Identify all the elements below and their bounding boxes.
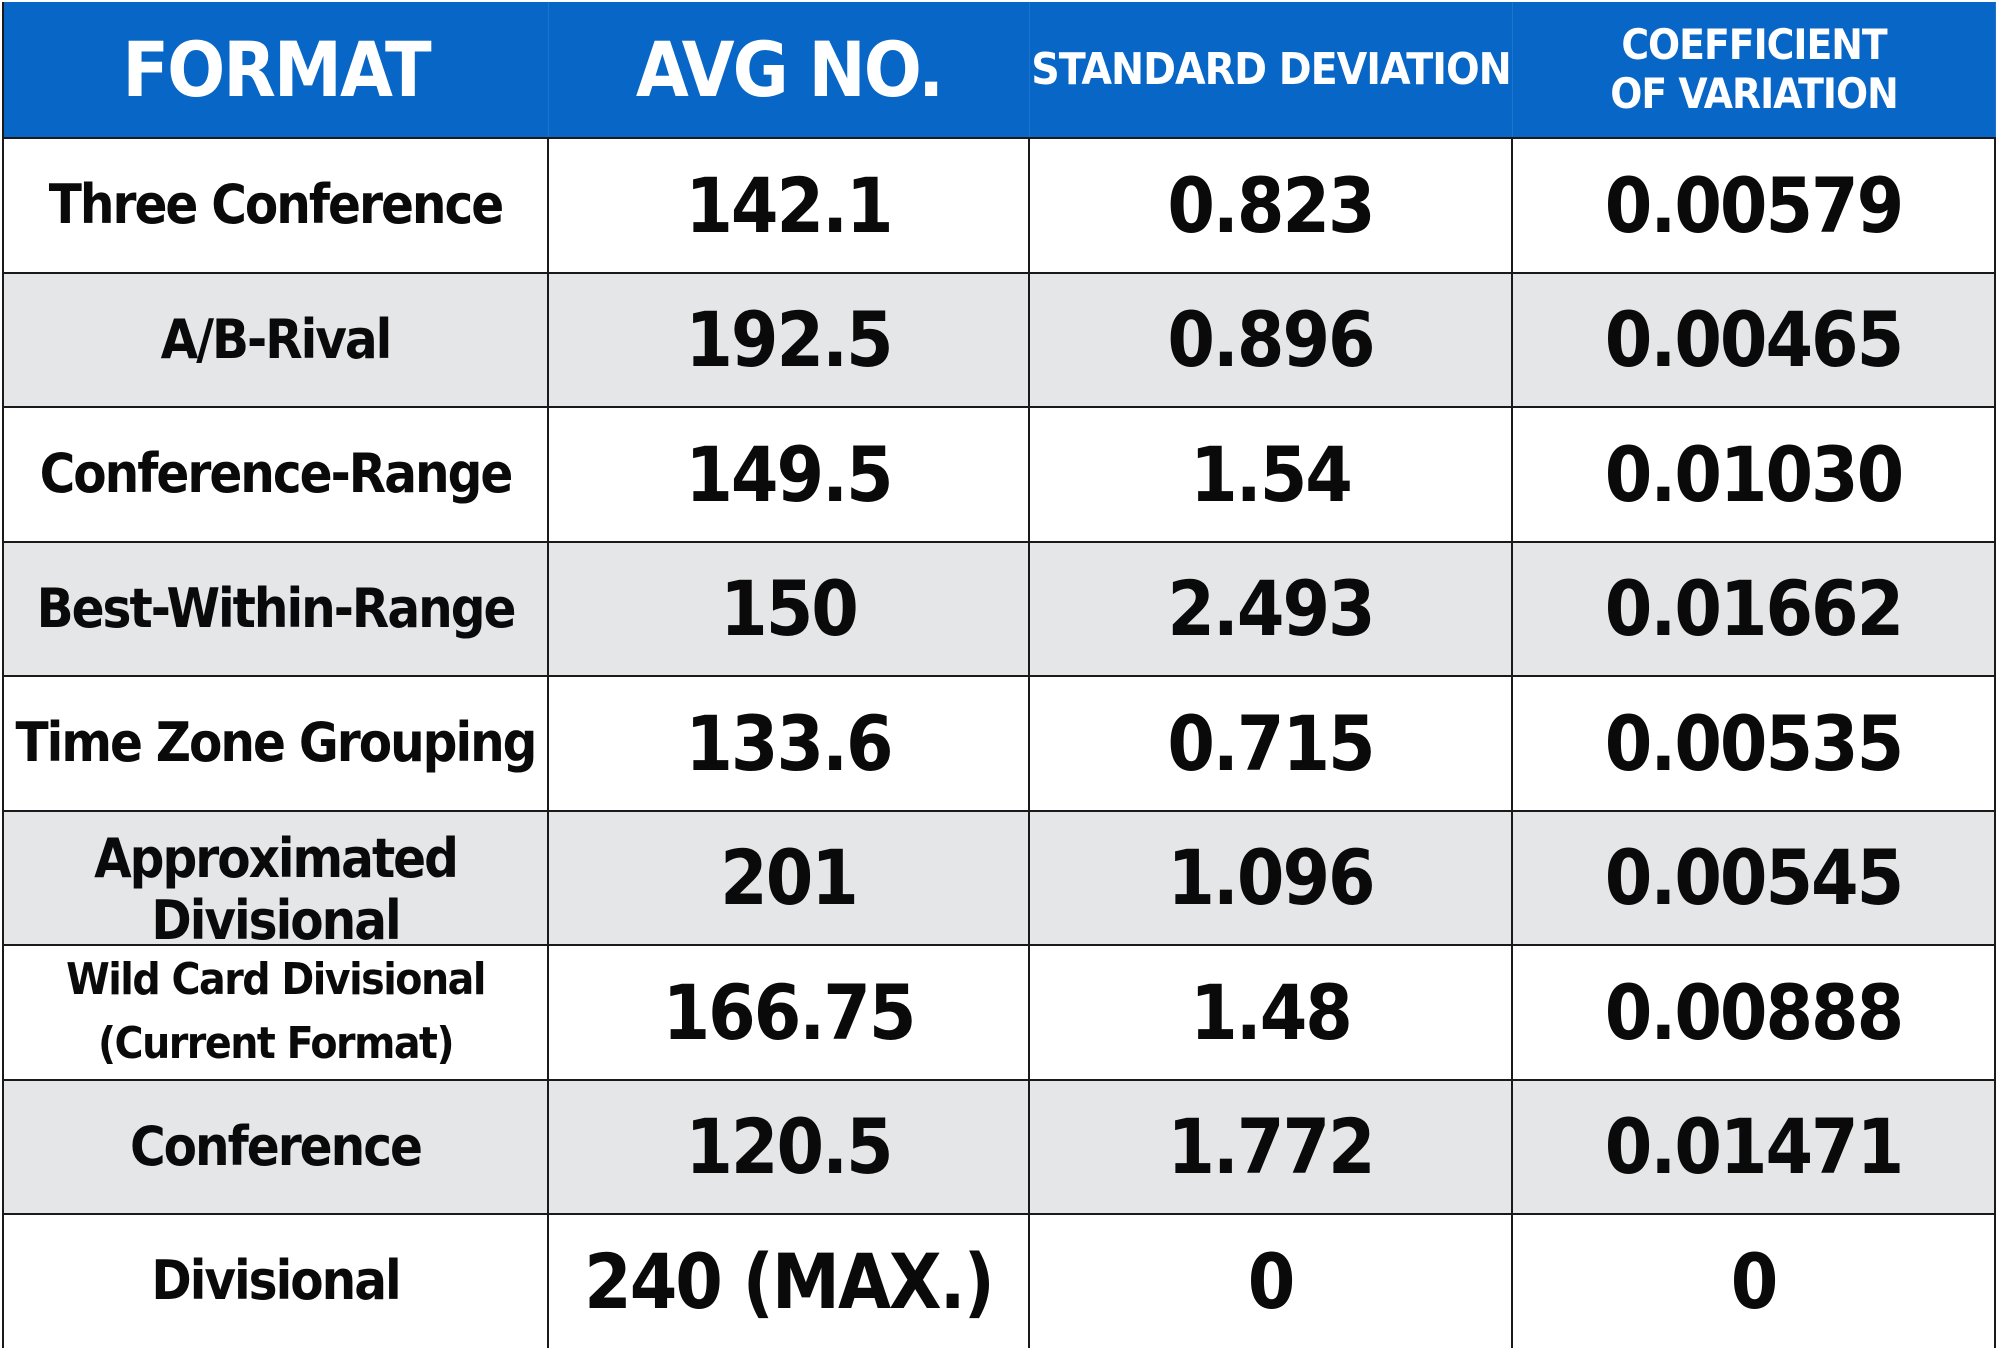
row-std-value: 1.48: [1030, 944, 1513, 1079]
row-std-value: 1.096: [1030, 809, 1513, 944]
row-avg-value: 149.5: [549, 406, 1030, 541]
row-std-value: 2.493: [1030, 540, 1513, 675]
row-avg-value: 192.5: [549, 271, 1030, 406]
row-cv-value: 0.00579: [1513, 137, 1996, 272]
row-format-label: Conference-Range: [4, 406, 549, 541]
row-cv-value: 0.00545: [1513, 809, 1996, 944]
row-cv-value: 0.01471: [1513, 1078, 1996, 1213]
row-cv-value: 0.01030: [1513, 406, 1996, 541]
header-avg-no: AVG NO.: [549, 2, 1030, 137]
row-cv-value: 0: [1513, 1213, 1996, 1348]
row-cv-value: 0.00465: [1513, 271, 1996, 406]
header-format: FORMAT: [4, 2, 549, 137]
row-avg-value: 150: [549, 540, 1030, 675]
row-std-value: 0.823: [1030, 137, 1513, 272]
row-format-label: Best-Within-Range: [4, 540, 549, 675]
row-format-label: Wild Card Divisional (Current Format): [4, 944, 549, 1079]
row-std-value: 0.715: [1030, 675, 1513, 810]
row-std-value: 0: [1030, 1213, 1513, 1348]
row-format-label: Divisional: [4, 1213, 549, 1348]
row-format-label: Approximated Divisional: [4, 809, 549, 944]
row-format-label: Conference: [4, 1078, 549, 1213]
row-avg-value: 133.6: [549, 675, 1030, 810]
row-avg-value: 201: [549, 809, 1030, 944]
row-avg-value: 120.5: [549, 1078, 1030, 1213]
row-format-label: Time Zone Grouping: [4, 675, 549, 810]
row-cv-value: 0.00888: [1513, 944, 1996, 1079]
row-avg-value: 142.1: [549, 137, 1030, 272]
row-format-label: Three Conference: [4, 137, 549, 272]
header-standard-deviation: STANDARD DEVIATION: [1030, 2, 1513, 137]
row-cv-value: 0.00535: [1513, 675, 1996, 810]
row-cv-value: 0.01662: [1513, 540, 1996, 675]
row-std-value: 1.772: [1030, 1078, 1513, 1213]
row-format-label: A/B-Rival: [4, 271, 549, 406]
row-avg-value: 240 (MAX.): [549, 1213, 1030, 1348]
row-std-value: 1.54: [1030, 406, 1513, 541]
header-coefficient-of-variation: COEFFICIENT OF VARIATION: [1513, 2, 1996, 137]
row-std-value: 0.896: [1030, 271, 1513, 406]
row-avg-value: 166.75: [549, 944, 1030, 1079]
